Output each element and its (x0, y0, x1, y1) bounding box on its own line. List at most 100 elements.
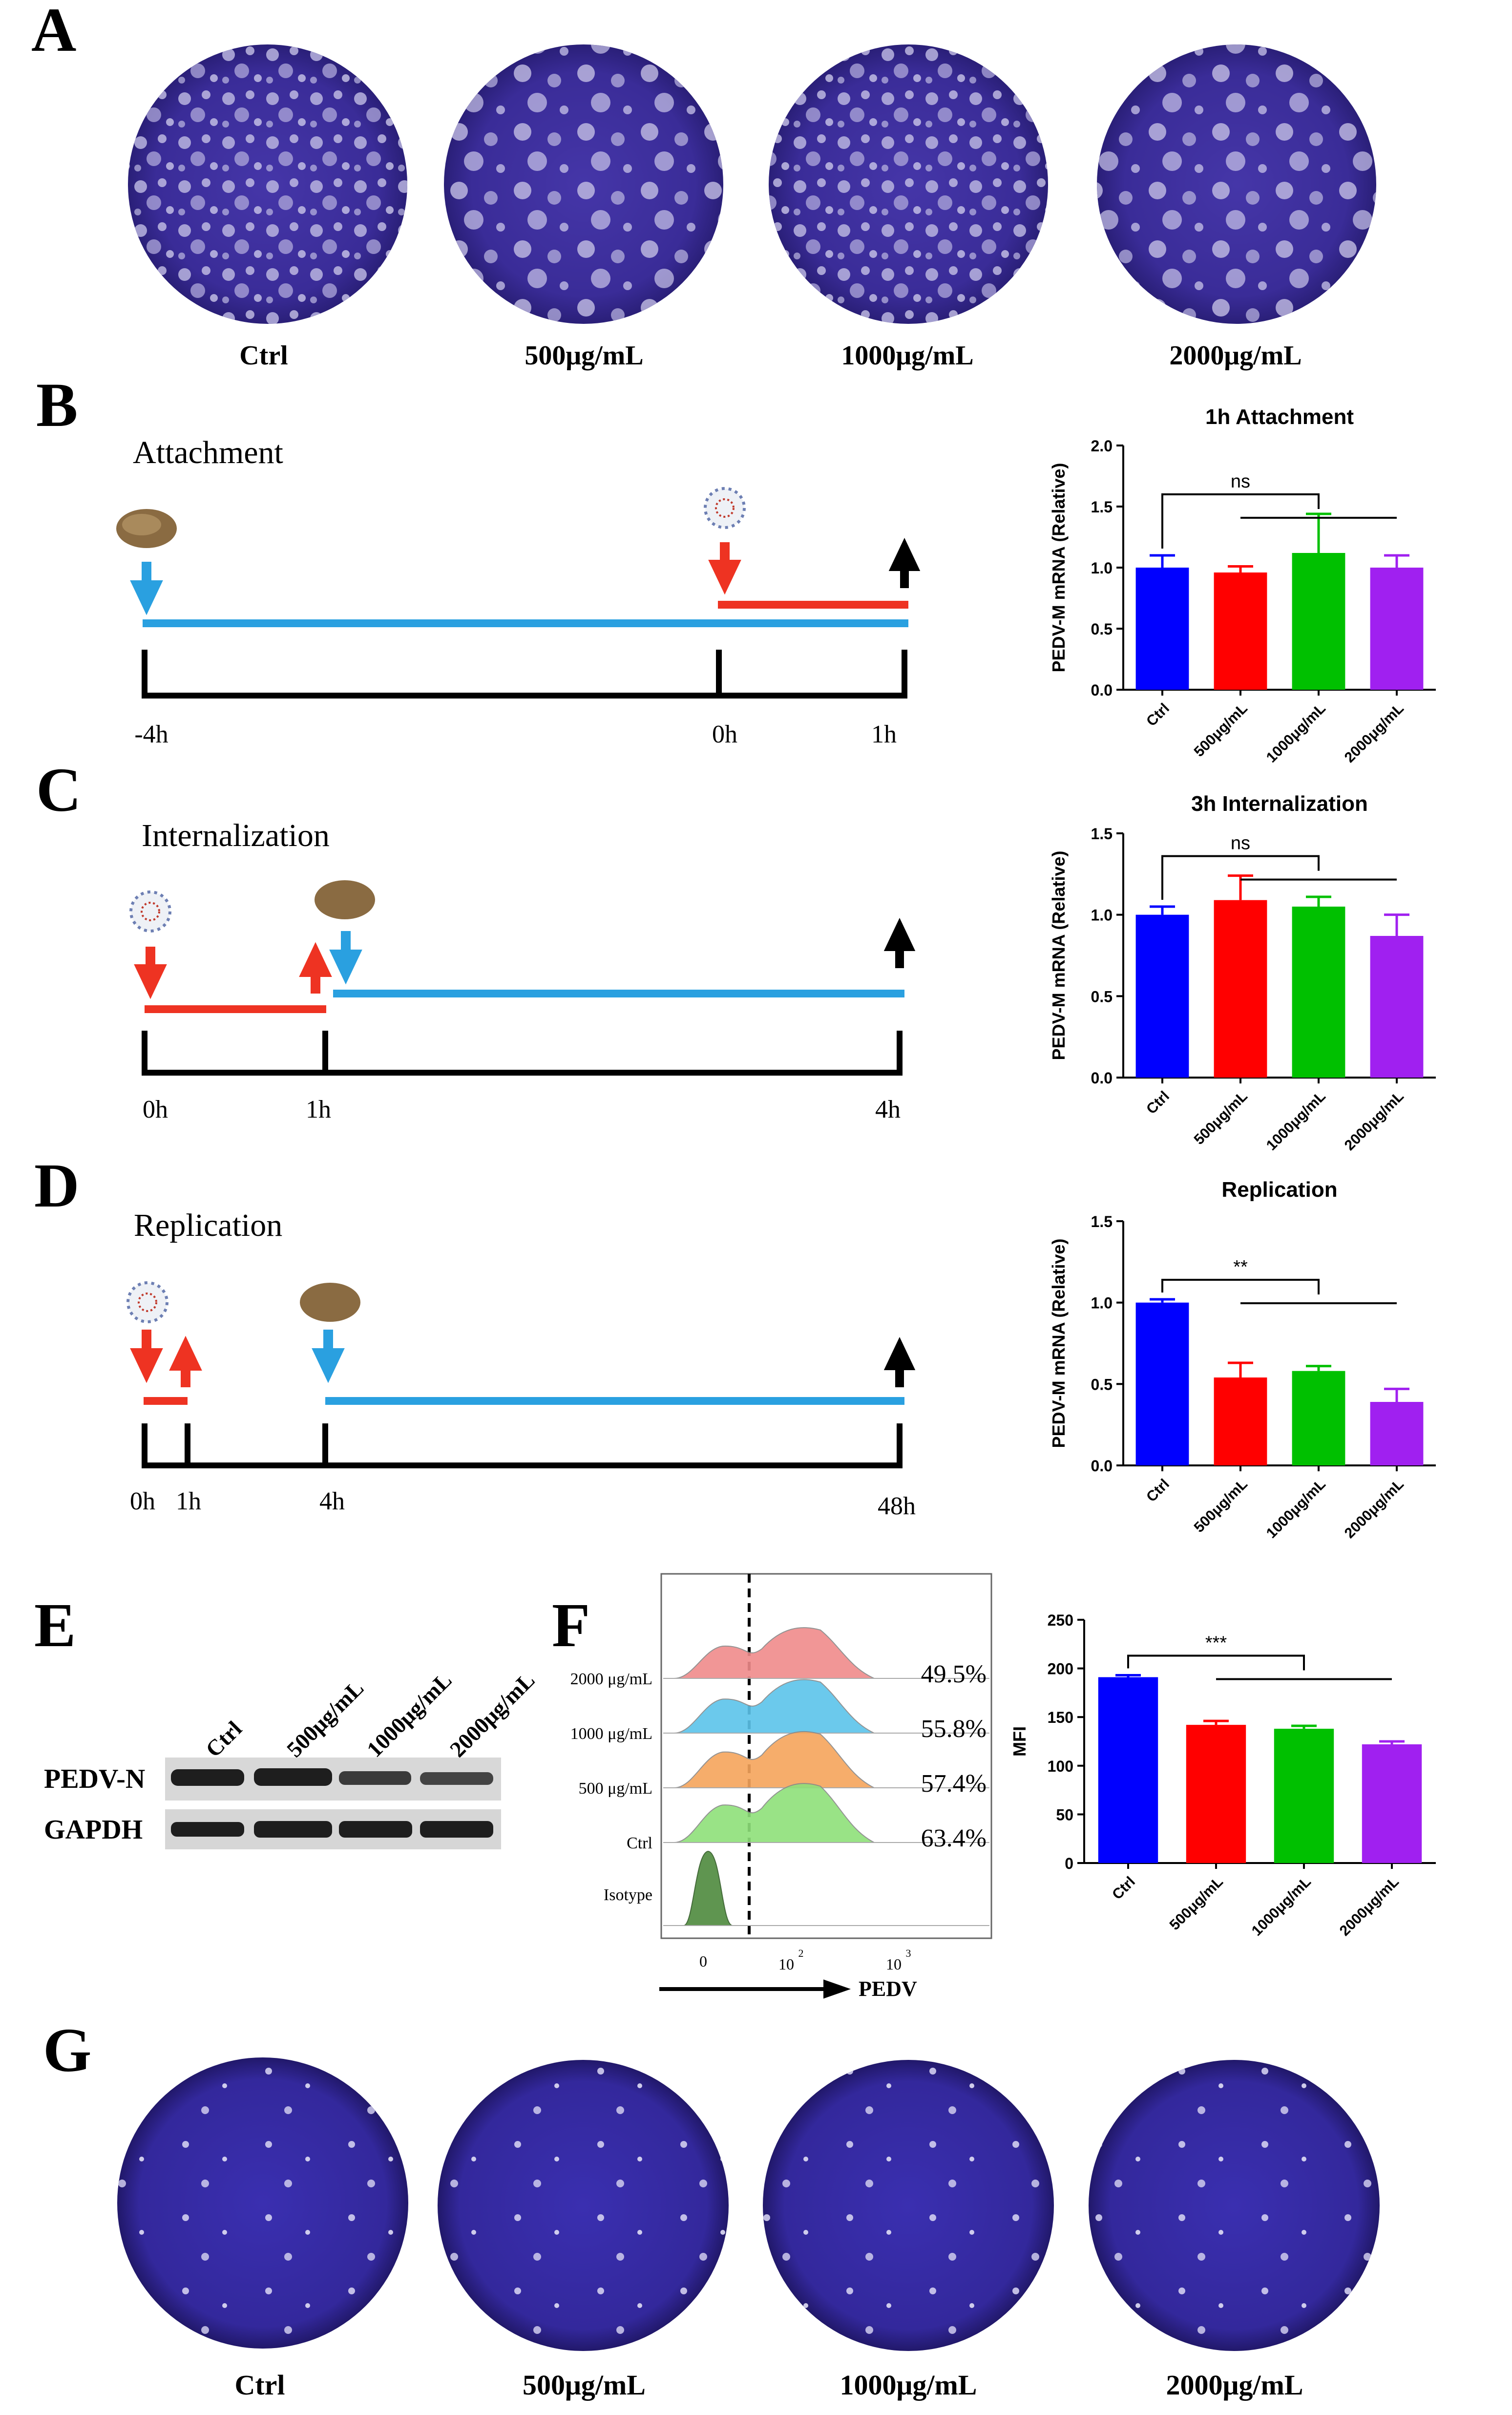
bar-D-0 (1135, 1302, 1189, 1465)
western-blot: Ctrl 500μg/mL 1000μg/mL 2000μg/mL PEDV-N… (44, 1667, 540, 1849)
bar-C-1 (1214, 900, 1267, 1078)
plaque-dish-ctrl-a (128, 44, 407, 324)
y-tick-label: 0.5 (1091, 620, 1113, 638)
y-tick-label: 100 (1048, 1758, 1073, 1775)
bar-F-1 (1186, 1725, 1246, 1863)
significance-bracket (1161, 1279, 1320, 1294)
bar-C-2 (1292, 907, 1345, 1078)
significance-bracket (1161, 855, 1320, 900)
blot-band-pedvn-1000 (339, 1771, 411, 1785)
flow-row-label-2000: 2000 μg/mL (570, 1670, 652, 1688)
timeline-title-attachment: Attachment (133, 435, 283, 470)
y-tick-label: 200 (1048, 1660, 1073, 1678)
flow-x-tick-10-b: 10 (886, 1955, 902, 1973)
timeline-tick-replication-2: 4h (319, 1487, 345, 1515)
y-tick-label: 1.5 (1091, 498, 1113, 516)
chart-title: 1h Attachment (1205, 405, 1354, 429)
panel-label-c: C (36, 755, 81, 825)
flow-peak-3 (673, 1783, 875, 1843)
drug-powder-icon (300, 1283, 360, 1322)
y-tick-label: 1.5 (1091, 825, 1113, 843)
flow-percent-ctrl: 63.4% (921, 1824, 987, 1852)
x-tick-label: 1000μg/mL (1263, 1476, 1329, 1542)
flow-percent-1000: 55.8% (921, 1715, 987, 1743)
flow-row-label-ctrl: Ctrl (627, 1834, 652, 1852)
plaque-dish-2000-a (1097, 44, 1376, 324)
virus-add-arrow (130, 1330, 163, 1383)
panel-label-d: D (34, 1151, 79, 1220)
y-axis-label: PEDV-M mRNA (Relative) (1049, 851, 1069, 1060)
flow-peak-4 (683, 1850, 733, 1926)
significance-label: *** (1205, 1633, 1227, 1653)
y-tick-label: 0 (1065, 1855, 1073, 1872)
drug-add-arrow (312, 1330, 345, 1383)
x-tick-label: 2000μg/mL (1337, 1874, 1402, 1939)
timeline-attachment: Attachment -4h 0h 1h (116, 435, 921, 748)
y-axis-label: MFI (1009, 1726, 1029, 1757)
virus-add-arrow (134, 947, 167, 999)
bar-C-3 (1370, 936, 1424, 1078)
bar-chart-internalization: 3h Internalization PEDV-M mRNA (Relative)… (1049, 792, 1436, 1154)
significance-bracket (1127, 1654, 1305, 1671)
timeline-tick-replication-1: 1h (176, 1487, 201, 1515)
timeline-tick-attachment-0: -4h (134, 720, 168, 748)
y-axis-label: PEDV-M mRNA (Relative) (1049, 1239, 1069, 1448)
flow-row-label-1000: 1000 μg/mL (570, 1725, 652, 1743)
timeline-tick-attachment-1: 0h (712, 720, 737, 748)
plaque-label-g-500: 500μg/mL (523, 2369, 646, 2401)
x-tick-label: 500μg/mL (1191, 1476, 1251, 1536)
plaque-label-a-1000: 1000μg/mL (841, 340, 973, 371)
timeline-tick-internalization-2: 4h (875, 1096, 901, 1123)
virus-remove-arrow (169, 1335, 202, 1387)
y-tick-label: 0.0 (1091, 681, 1113, 699)
significance-label: ns (1231, 471, 1250, 492)
timeline-title-internalization: Internalization (142, 818, 330, 853)
plaque-label-g-2000: 2000μg/mL (1166, 2369, 1303, 2401)
bar-F-3 (1362, 1744, 1422, 1863)
flow-peak-0 (673, 1627, 875, 1679)
plaque-dishes-a (128, 44, 1376, 324)
x-tick-label: 1000μg/mL (1263, 1088, 1329, 1154)
x-tick-label: 500μg/mL (1191, 700, 1251, 760)
drug-add-arrow (130, 562, 163, 615)
flow-row-label-500: 500 μg/mL (579, 1779, 652, 1798)
plaque-dish-500-a (444, 44, 723, 324)
plaque-dish-1000-a (769, 44, 1048, 324)
timeline-replication: Replication 0h 1h 4h 48h (126, 1208, 916, 1520)
plaque-dish-2000-g (1089, 2060, 1380, 2351)
plaque-label-g-ctrl: Ctrl (234, 2369, 285, 2401)
bar-D-2 (1292, 1371, 1345, 1465)
x-tick-label: Ctrl (1143, 700, 1173, 730)
y-tick-label: 0.0 (1091, 1457, 1113, 1475)
chart-title: 3h Internalization (1191, 792, 1368, 816)
harvest-arrow (883, 917, 916, 968)
x-tick-label: Ctrl (1109, 1874, 1138, 1903)
flow-peak-2 (673, 1731, 875, 1788)
bar-chart-attachment: 1h Attachment PEDV-M mRNA (Relative) 0.0 0.… (1049, 405, 1436, 766)
y-tick-label: 0.5 (1091, 988, 1113, 1005)
plaque-label-a-2000: 2000μg/mL (1169, 340, 1302, 371)
blot-band-pedvn-2000 (420, 1772, 493, 1785)
x-tick-label: 2000μg/mL (1342, 1476, 1407, 1542)
x-tick-label: 500μg/mL (1167, 1874, 1226, 1933)
flow-x-tick-exp-3: 3 (906, 1947, 911, 1959)
bar-chart-mfi: MFI 0 50 100 150 200 250 Ctrl 500μg/mL 1000μg/mL 2… (1009, 1611, 1436, 1939)
timeline-tick-internalization-0: 0h (143, 1096, 168, 1123)
bar-D-3 (1370, 1402, 1424, 1465)
plaque-dish-ctrl-g (117, 2057, 408, 2349)
blot-band-gapdh-ctrl (171, 1822, 244, 1837)
y-tick-label: 0.0 (1091, 1069, 1113, 1087)
bar-F-0 (1098, 1677, 1158, 1863)
y-tick-label: 250 (1048, 1611, 1073, 1629)
blot-lane-label-2000: 2000μg/mL (445, 1667, 540, 1762)
timeline-internalization: Internalization 0h 1h 4h (129, 818, 916, 1123)
y-tick-label: 150 (1048, 1709, 1073, 1726)
panel-label-g: G (43, 2015, 92, 2085)
blot-lane-label-1000: 1000μg/mL (362, 1667, 457, 1762)
panel-label-e: E (34, 1590, 76, 1660)
flow-row-label-isotype: Isotype (604, 1886, 652, 1904)
blot-band-pedvn-500 (254, 1768, 332, 1786)
bar-F-2 (1274, 1729, 1334, 1863)
